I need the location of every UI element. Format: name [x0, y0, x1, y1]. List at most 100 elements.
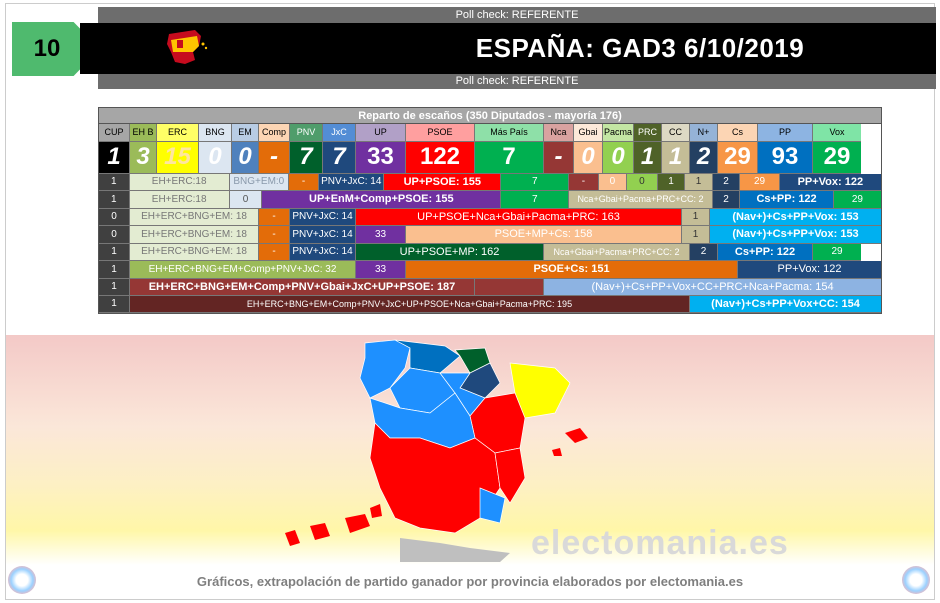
coalition-row: 0 EH+ERC+BNG+EM: 18 - PNV+JxC: 14 33 PSO… [98, 226, 882, 244]
coalition-cell: PSOE+MP+Cs: 158 [406, 226, 682, 244]
coalition-cell: Cs+PP: 122 [718, 243, 813, 261]
coalition-row: 1 EH+ERC:18 BNG+EM:0 - PNV+JxC: 14 UP+PS… [98, 173, 882, 191]
party-label: PNV [290, 124, 323, 142]
party-label: PRC [634, 124, 662, 142]
seat-count: 7 [475, 141, 544, 174]
party-label: JxC [323, 124, 356, 142]
party-label: CUP [99, 124, 130, 142]
coalition-cell: EH+ERC:18 [129, 191, 230, 209]
footer-credit: Gráficos, extrapolación de partido ganad… [196, 574, 744, 589]
party-label: BNG [199, 124, 232, 142]
coalition-cell: EH+ERC:18 [129, 173, 230, 191]
coalition-row: 1 EH+ERC+BNG+EM+Comp+PNV+JxC+UP+PSOE+Nca… [98, 296, 882, 314]
coalition-cell: EH+ERC+BNG+EM: 18 [130, 243, 259, 261]
electomania-logo-icon [8, 566, 36, 594]
seat-count: 15 [157, 141, 199, 174]
coalition-cell: - [259, 226, 290, 244]
coalition-cell: (Nav+)+Cs+PP+Vox: 153 [710, 226, 881, 244]
seat-count: - [544, 141, 574, 174]
party-label: Pacma [603, 124, 634, 142]
seat-count: 122 [406, 141, 475, 174]
seat-count: 7 [323, 141, 356, 174]
coalition-cell: 7 [501, 191, 570, 209]
coalition-cell: 29 [833, 191, 881, 209]
coalition-cell: UP+PSOE+Nca+Gbai+Pacma+PRC: 163 [356, 208, 682, 226]
party-label: EM [232, 124, 259, 142]
coalition-cell: - [569, 173, 599, 191]
coalition-cell: Nca+Gbai+Pacma+PRC+CC: 2 [544, 243, 690, 261]
coalition-cell: 29 [740, 173, 780, 191]
coalition-cell: 2 [712, 191, 741, 209]
coalition-cell: EH+ERC+BNG+EM+Comp+PNV+JxC+UP+PSOE+Nca+G… [130, 296, 690, 313]
seat-count: 0 [199, 141, 232, 174]
coalition-cell: PNV+JxC: 14 [290, 226, 356, 244]
table-heading: Reparto de escaños (350 Diputados - mayo… [98, 107, 882, 124]
cup-seats: 1 [99, 296, 130, 313]
coalition-cell: 0 [598, 173, 628, 191]
coalition-cell: 0 [229, 191, 263, 209]
party-label: Más País [475, 124, 544, 142]
coalition-cell: 2 [712, 173, 741, 191]
coalition-cell: 29 [813, 243, 861, 261]
title-bar: ESPAÑA: GAD3 6/10/2019 [80, 23, 936, 74]
seat-count: 29 [813, 141, 861, 174]
cup-seats: 0 [99, 226, 130, 244]
poll-number: 10 [33, 35, 61, 62]
coalition-cell: 1 [682, 226, 710, 244]
coalition-cell: 1 [657, 173, 686, 191]
spain-province-map [285, 339, 588, 562]
seat-count: 2 [690, 141, 718, 174]
party-label-row: CUP EH B ERC BNG EM Comp PNV JxC UP PSOE… [98, 124, 882, 142]
coalition-cell: PSOE+Cs: 151 [406, 261, 738, 279]
coalition-row: 1 EH+ERC+BNG+EM: 18 - PNV+JxC: 14 UP+PSO… [98, 243, 882, 261]
party-label: EH B [130, 124, 157, 142]
coalition-cell: UP+EnM+Comp+PSOE: 155 [262, 191, 502, 209]
coalition-cell: 33 [356, 261, 406, 279]
poll-check-top: Poll check: REFERENTE [98, 7, 936, 23]
cup-seats: 1 [99, 243, 130, 261]
party-label: Comp [259, 124, 290, 142]
coalition-cell: PNV+JxC: 14 [290, 208, 356, 226]
seat-count: 0 [232, 141, 259, 174]
seat-count: 7 [290, 141, 323, 174]
coalition-cell: UP+PSOE+MP: 162 [356, 243, 544, 261]
seat-count: 33 [356, 141, 406, 174]
coalition-cell: PNV+JxC: 14 [319, 173, 385, 191]
seat-count: 3 [130, 141, 157, 174]
party-label: ERC [157, 124, 199, 142]
coalition-row: 0 EH+ERC+BNG+EM: 18 - PNV+JxC: 14 UP+PSO… [98, 208, 882, 226]
coalition-cell: 33 [356, 226, 406, 244]
coalition-row: 1 EH+ERC:18 0 UP+EnM+Comp+PSOE: 155 7 Nc… [98, 191, 882, 209]
coalition-cell: - [288, 173, 320, 191]
poll-check-bottom: Poll check: REFERENTE [98, 74, 936, 89]
cup-seats: 1 [99, 173, 130, 191]
coalition-cell: EH+ERC+BNG+EM: 18 [130, 208, 259, 226]
seat-count: - [259, 141, 290, 174]
seat-count: 1 [634, 141, 662, 174]
coalition-cell: (Nav+)+Cs+PP+Vox+CC: 154 [690, 296, 881, 313]
party-label: Vox [813, 124, 861, 142]
watermark: electomania.es [531, 524, 789, 562]
electomania-logo-icon [902, 566, 930, 594]
cup-seats: 1 [99, 191, 130, 209]
coalition-cell: - [259, 243, 290, 261]
seat-count: 93 [758, 141, 813, 174]
seat-table: Reparto de escaños (350 Diputados - mayo… [98, 107, 882, 314]
coalition-row: 1 EH+ERC+BNG+EM+Comp+PNV+Gbai+JxC+UP+PSO… [98, 278, 882, 296]
coalition-cell: (Nav+)+Cs+PP+Vox+CC+PRC+Nca+Pacma: 154 [544, 278, 881, 296]
party-label: Cs [718, 124, 758, 142]
seat-count: 0 [574, 141, 603, 174]
coalition-cell: Nca+Gbai+Pacma+PRC+CC: 2 [569, 191, 713, 209]
party-label: Nca [544, 124, 574, 142]
coalition-cell: UP+PSOE: 155 [384, 173, 502, 191]
coalition-cell: 1 [685, 173, 713, 191]
party-label: Gbai [574, 124, 603, 142]
coalition-cell: Cs+PP: 122 [740, 191, 834, 209]
coalition-cell: - [259, 208, 290, 226]
party-label: CC [662, 124, 690, 142]
coalition-cell: 0 [627, 173, 658, 191]
party-label: PP [758, 124, 813, 142]
coalition-cell [475, 278, 544, 296]
cup-seats: 0 [99, 208, 130, 226]
seat-count: 1 [662, 141, 690, 174]
